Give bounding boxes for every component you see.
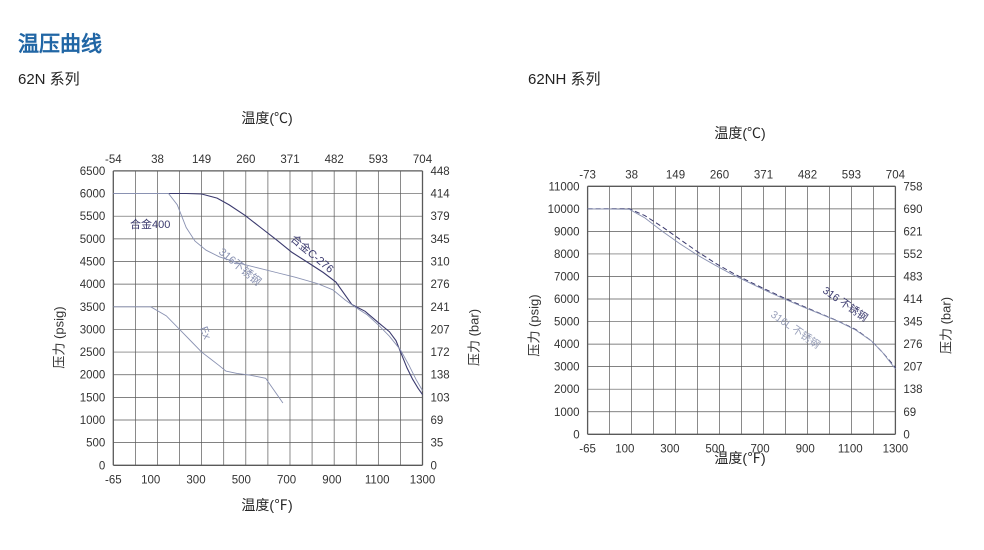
svg-text:316L 不锈钢: 316L 不锈钢 (768, 308, 822, 352)
svg-text:900: 900 (796, 443, 815, 455)
svg-text:690: 690 (903, 204, 922, 216)
svg-text:1100: 1100 (838, 443, 863, 455)
svg-text:552: 552 (903, 249, 922, 261)
svg-text:38: 38 (625, 169, 638, 181)
svg-text:3000: 3000 (80, 324, 106, 336)
svg-text:0: 0 (573, 429, 579, 441)
svg-text:483: 483 (903, 272, 922, 284)
svg-text:700: 700 (277, 474, 296, 486)
svg-text:6000: 6000 (80, 189, 106, 201)
svg-text:35: 35 (431, 438, 444, 450)
svg-text:149: 149 (192, 154, 211, 166)
svg-text:合金C-276: 合金C-276 (288, 232, 337, 276)
svg-text:38: 38 (151, 154, 164, 166)
svg-text:172: 172 (431, 347, 450, 359)
svg-text:2000: 2000 (554, 384, 580, 396)
svg-text:1300: 1300 (883, 443, 909, 455)
svg-text:0: 0 (903, 429, 909, 441)
svg-text:69: 69 (903, 407, 916, 419)
svg-text:1100: 1100 (365, 474, 390, 486)
svg-text:10000: 10000 (548, 204, 580, 216)
svg-text:260: 260 (710, 169, 729, 181)
svg-text:379: 379 (431, 211, 450, 223)
svg-text:103: 103 (431, 392, 450, 404)
svg-text:11000: 11000 (548, 181, 579, 193)
svg-text:5000: 5000 (554, 317, 580, 329)
svg-text:482: 482 (798, 169, 817, 181)
svg-text:6000: 6000 (554, 294, 580, 306)
svg-text:593: 593 (842, 169, 861, 181)
svg-text:593: 593 (369, 154, 388, 166)
svg-text:448: 448 (431, 166, 450, 178)
svg-text:482: 482 (325, 154, 344, 166)
svg-text:704: 704 (413, 154, 433, 166)
svg-text:3500: 3500 (80, 302, 106, 314)
svg-text:5500: 5500 (80, 211, 106, 223)
svg-text:1000: 1000 (554, 407, 580, 419)
svg-text:6500: 6500 (80, 166, 106, 178)
svg-text:345: 345 (903, 317, 922, 329)
svg-text:260: 260 (236, 154, 255, 166)
svg-text:4500: 4500 (80, 257, 106, 269)
svg-text:-54: -54 (105, 154, 122, 166)
svg-text:合金400: 合金400 (130, 217, 170, 231)
svg-text:207: 207 (431, 324, 450, 336)
svg-text:-73: -73 (579, 169, 596, 181)
svg-text:Ex: Ex (197, 325, 213, 342)
svg-text:0: 0 (431, 460, 437, 472)
svg-text:704: 704 (886, 169, 906, 181)
svg-text:414: 414 (903, 294, 923, 306)
svg-text:1000: 1000 (80, 415, 106, 427)
svg-text:100: 100 (141, 474, 160, 486)
svg-text:207: 207 (903, 362, 922, 374)
svg-text:300: 300 (660, 443, 679, 455)
svg-text:4000: 4000 (554, 339, 580, 351)
svg-text:69: 69 (431, 415, 444, 427)
svg-text:500: 500 (232, 474, 251, 486)
svg-text:241: 241 (431, 302, 450, 314)
svg-text:276: 276 (431, 279, 450, 291)
svg-text:500: 500 (86, 438, 105, 450)
svg-text:8000: 8000 (554, 249, 580, 261)
svg-text:371: 371 (754, 169, 773, 181)
svg-text:758: 758 (903, 181, 922, 193)
svg-text:316不锈钢: 316不锈钢 (216, 245, 264, 288)
svg-text:5000: 5000 (80, 234, 106, 246)
svg-text:414: 414 (431, 189, 451, 201)
svg-text:1300: 1300 (410, 474, 436, 486)
svg-text:100: 100 (615, 443, 634, 455)
svg-text:138: 138 (903, 384, 922, 396)
svg-text:0: 0 (99, 460, 105, 472)
svg-text:276: 276 (903, 339, 922, 351)
svg-text:9000: 9000 (554, 226, 580, 238)
svg-text:900: 900 (322, 474, 341, 486)
svg-text:2000: 2000 (80, 370, 106, 382)
svg-text:7000: 7000 (554, 272, 580, 284)
svg-text:4000: 4000 (80, 279, 106, 291)
svg-text:-65: -65 (105, 474, 122, 486)
svg-text:3000: 3000 (554, 362, 580, 374)
svg-text:149: 149 (666, 169, 685, 181)
svg-text:138: 138 (431, 370, 450, 382)
svg-text:310: 310 (431, 257, 450, 269)
svg-text:-65: -65 (579, 443, 596, 455)
svg-text:371: 371 (280, 154, 299, 166)
svg-text:2500: 2500 (80, 347, 106, 359)
svg-text:1500: 1500 (80, 392, 106, 404)
svg-text:316 不锈钢: 316 不锈钢 (820, 284, 870, 324)
svg-text:621: 621 (903, 226, 922, 238)
svg-text:345: 345 (431, 234, 450, 246)
svg-text:300: 300 (186, 474, 205, 486)
svg-text:500: 500 (705, 443, 724, 455)
svg-text:700: 700 (751, 443, 770, 455)
